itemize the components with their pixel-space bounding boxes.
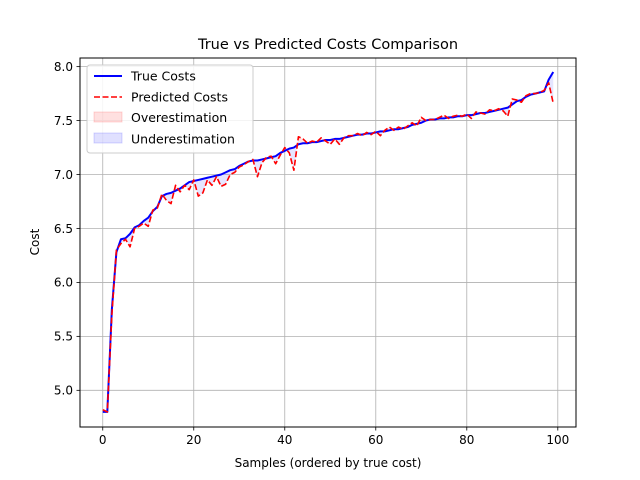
legend-box bbox=[86, 64, 254, 154]
underestimation-band bbox=[143, 217, 149, 227]
underestimation-band bbox=[221, 172, 226, 187]
underestimation-band bbox=[166, 192, 172, 204]
x-tick-label: 80 bbox=[459, 433, 474, 447]
legend: True Costs Predicted Costs Overestimatio… bbox=[86, 64, 254, 154]
y-tick-label: 7.0 bbox=[54, 168, 73, 182]
legend-underestimation-swatch bbox=[93, 132, 123, 144]
predicted-costs-line bbox=[102, 82, 555, 413]
chart-title: True vs Predicted Costs Comparison bbox=[197, 37, 458, 53]
legend-underestimation-label: Underestimation bbox=[131, 132, 235, 147]
x-tick-label: 20 bbox=[186, 433, 201, 447]
x-tick-label: 0 bbox=[99, 433, 107, 447]
x-tick-label: 40 bbox=[277, 433, 292, 447]
y-tick-label: 6.5 bbox=[54, 222, 73, 236]
underestimation-band bbox=[225, 170, 231, 185]
x-tick-label: 100 bbox=[546, 433, 569, 447]
x-axis-label: Samples (ordered by true cost) bbox=[235, 456, 422, 470]
series-layer bbox=[102, 71, 555, 413]
legend-predicted-costs-label: Predicted Costs bbox=[131, 90, 228, 105]
y-tick-label: 6.0 bbox=[54, 276, 73, 290]
y-tick-label: 7.5 bbox=[54, 114, 73, 128]
legend-true-costs-label: True Costs bbox=[130, 69, 196, 84]
y-tick-label: 5.0 bbox=[54, 384, 73, 398]
x-tick-label: 60 bbox=[368, 433, 383, 447]
underestimation-band bbox=[198, 178, 203, 197]
underestimation-band bbox=[548, 72, 554, 104]
y-axis-label: Cost bbox=[28, 228, 42, 255]
legend-overestimation-label: Overestimation bbox=[131, 110, 227, 125]
plot-frame bbox=[79, 57, 577, 428]
y-tick-label: 5.5 bbox=[54, 330, 73, 344]
tick-layer: 0 20 40 60 80 100 5.0 5.5 6.0 6.5 7.0 7.5 8.0 bbox=[54, 60, 569, 447]
overestimation-band bbox=[175, 185, 181, 192]
y-tick-label: 8.0 bbox=[54, 60, 73, 74]
legend-overestimation-swatch bbox=[93, 111, 123, 123]
overestimation-band bbox=[298, 136, 303, 145]
